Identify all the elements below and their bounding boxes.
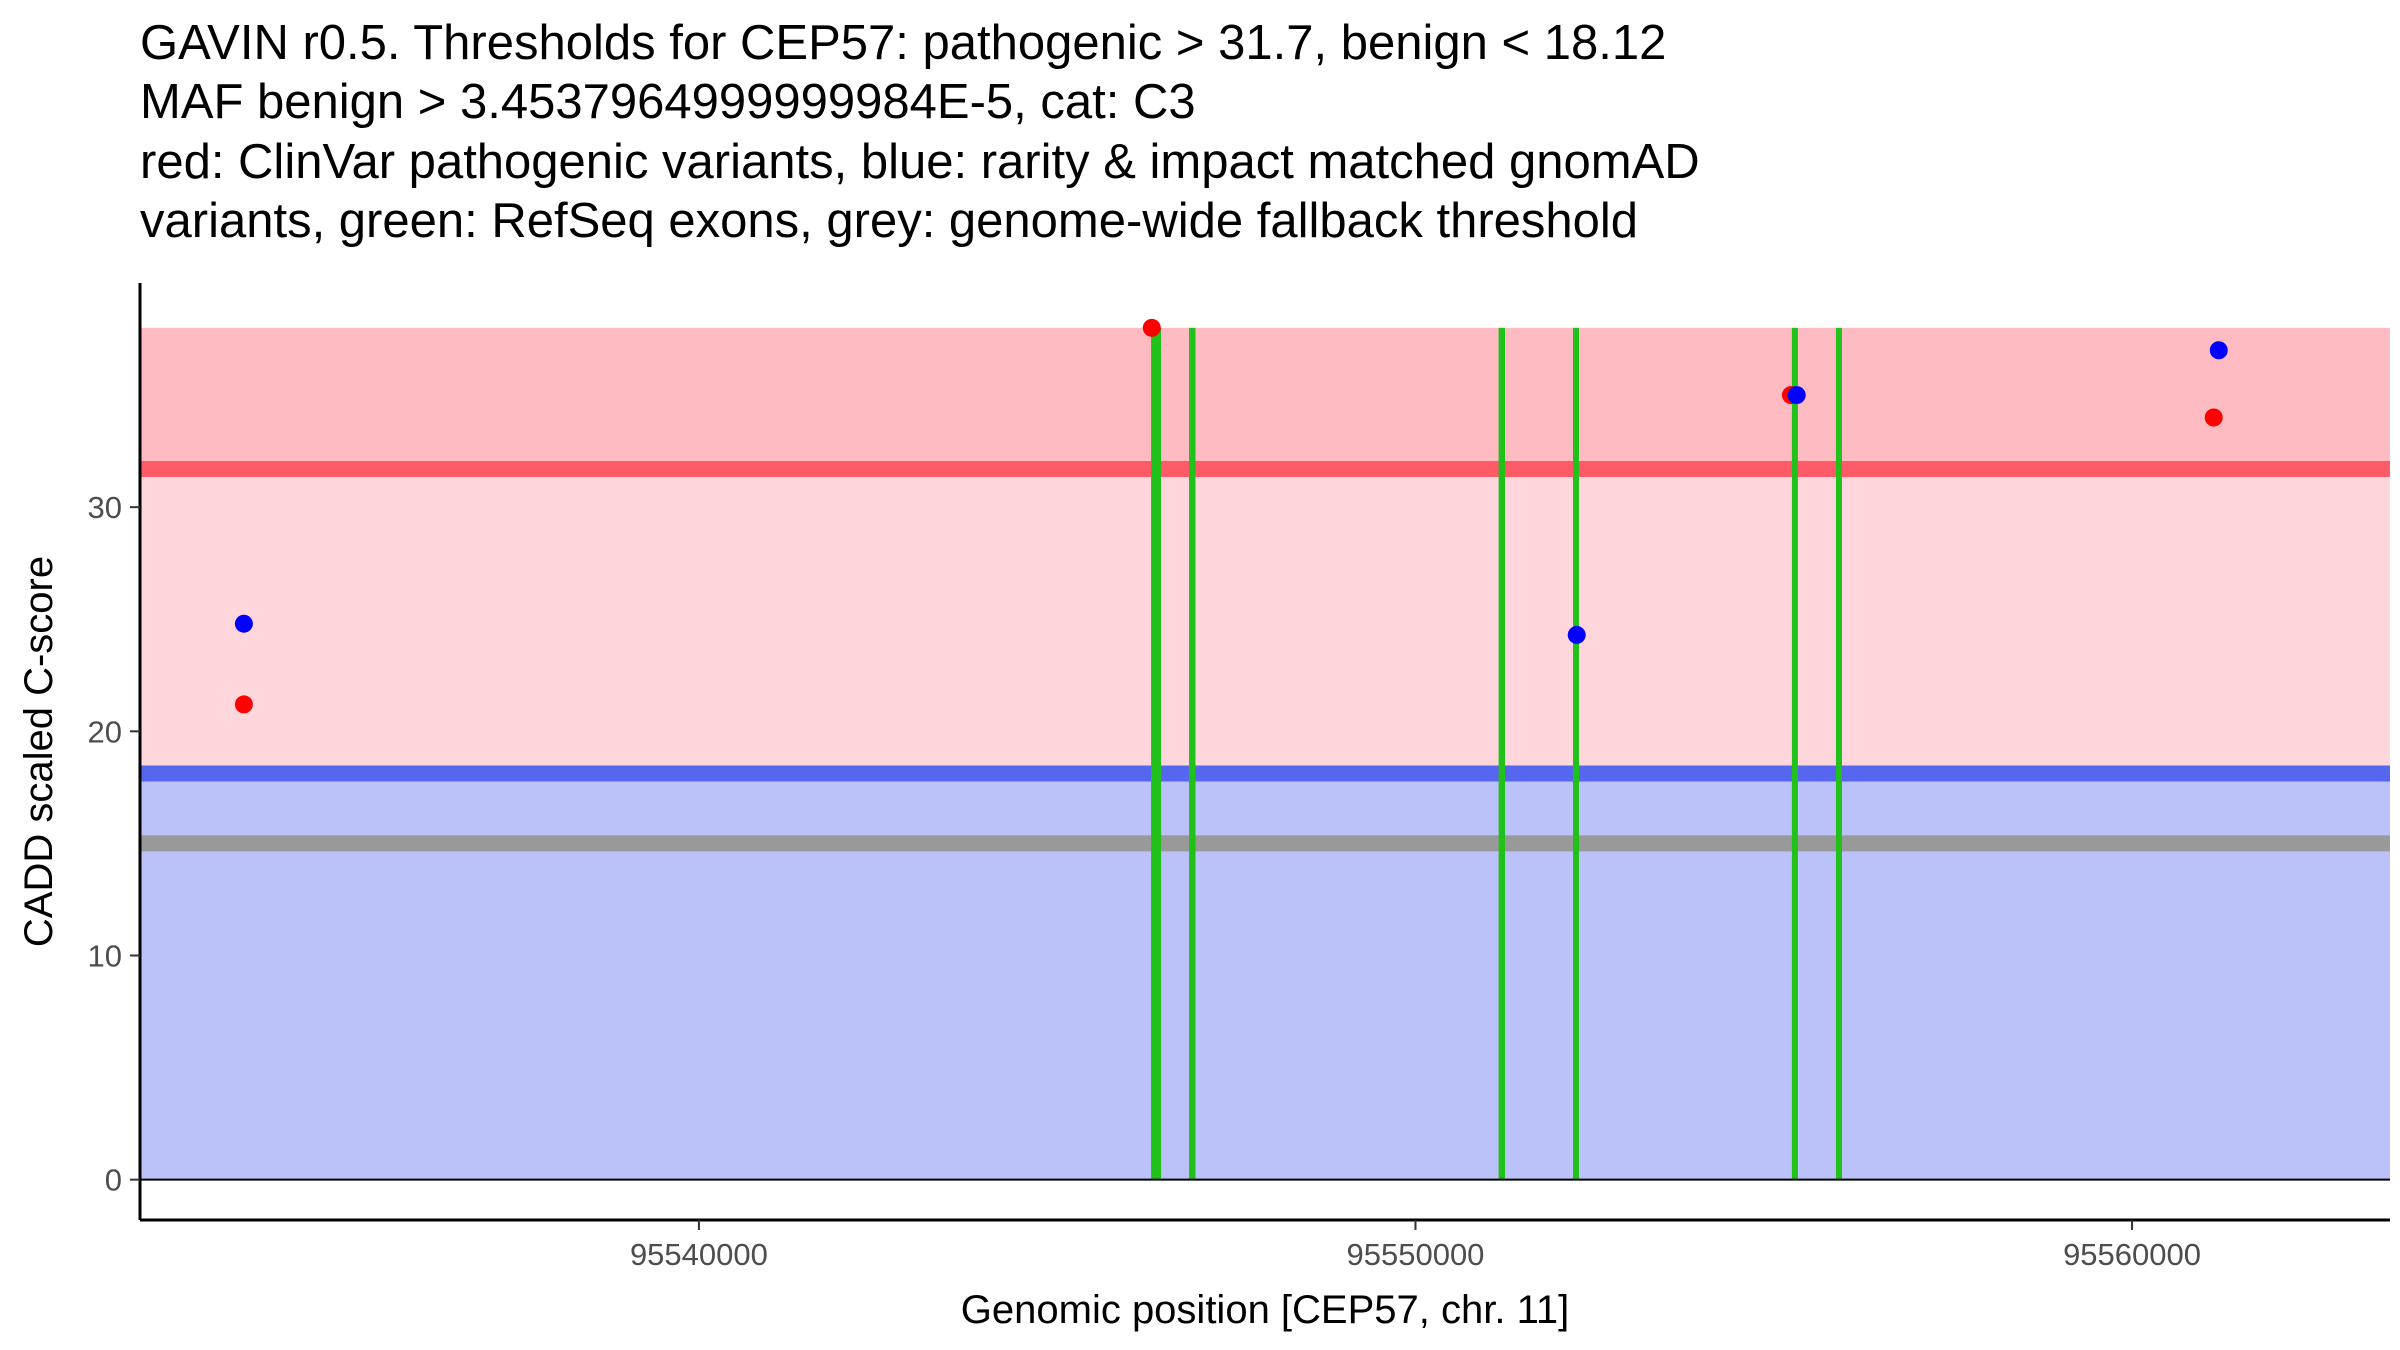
exon-2 — [1189, 327, 1196, 1180]
exon-4 — [1572, 327, 1579, 1180]
chart-title: GAVIN r0.5. Thresholds for CEP57: pathog… — [140, 16, 1700, 248]
y-tick-label: 20 — [88, 714, 122, 749]
title-line-2: MAF benign > 3.4537964999999984E-5, cat:… — [140, 75, 1196, 129]
exon-lines — [1151, 327, 1842, 1180]
pathogenic-max-band — [140, 327, 2390, 470]
x-ticks: 95540000 95550000 95560000 — [630, 1220, 2201, 1272]
exon-5 — [1791, 327, 1798, 1180]
y-axis-title: CADD scaled C-score — [17, 556, 61, 947]
y-tick-label: 0 — [105, 1163, 122, 1198]
threshold-lines — [140, 461, 2390, 852]
benign-band — [140, 773, 2390, 1180]
x-tick-label: 95540000 — [630, 1237, 768, 1272]
exon-1 — [1151, 327, 1162, 1180]
variant-points — [234, 318, 2228, 714]
title-line-4: variants, green: RefSeq exons, grey: gen… — [140, 194, 1638, 248]
threshold-bands — [140, 327, 2390, 1180]
pathogenic-band — [140, 469, 2390, 774]
clinvar-point-2 — [1142, 318, 1161, 337]
clinvar-point-1 — [234, 695, 253, 714]
exon-3 — [1498, 327, 1506, 1180]
y-tick-label: 10 — [88, 938, 122, 973]
axes: 95540000 95550000 95560000 0 10 20 30 — [88, 283, 2390, 1272]
x-tick-label: 95550000 — [1347, 1237, 1485, 1272]
title-line-3: red: ClinVar pathogenic variants, blue: … — [140, 135, 1700, 189]
gnomad-point-2 — [1567, 625, 1586, 644]
clinvar-point-4 — [2204, 408, 2223, 427]
gnomad-point-4 — [2209, 341, 2228, 360]
gnomad-point-1 — [234, 614, 253, 633]
y-tick-label: 30 — [88, 490, 122, 525]
x-axis-title: Genomic position [CEP57, chr. 11] — [961, 1288, 1569, 1332]
title-line-1: GAVIN r0.5. Thresholds for CEP57: pathog… — [140, 16, 1666, 70]
y-ticks: 0 10 20 30 — [88, 490, 140, 1198]
exon-6 — [1835, 327, 1842, 1180]
gnomad-point-3 — [1787, 386, 1806, 405]
x-tick-label: 95560000 — [2063, 1237, 2201, 1272]
